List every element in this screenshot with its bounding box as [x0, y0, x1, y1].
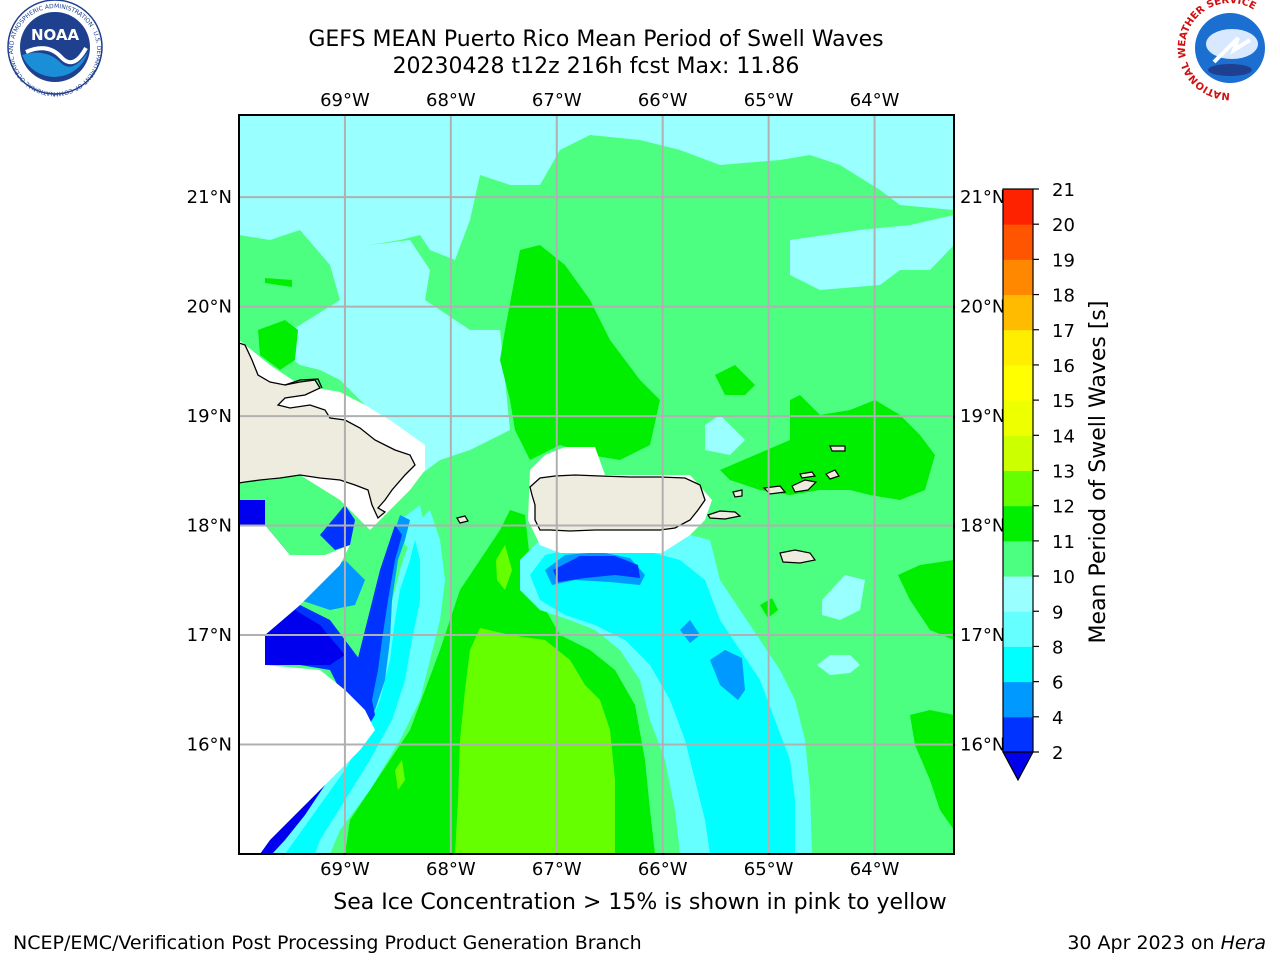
lat-label-left: 21°N	[187, 187, 232, 208]
lon-label-top: 69°W	[320, 90, 370, 111]
sea-ice-note: Sea Ice Concentration > 15% is shown in …	[333, 890, 947, 915]
colorbar-tick-label: 14	[1052, 426, 1075, 447]
colorbar-tick-label: 16	[1052, 356, 1075, 377]
colorbar-band	[1003, 576, 1033, 612]
colorbar-band	[1003, 435, 1033, 471]
colorbar-label: Mean Period of Swell Waves [s]	[1086, 301, 1111, 644]
colorbar-band	[1003, 259, 1033, 296]
noaa-logo-text: NOAA	[31, 26, 80, 44]
colorbar-band	[1003, 505, 1033, 542]
colorbar-tick-label: 19	[1052, 250, 1075, 271]
lon-label-bottom: 69°W	[320, 859, 370, 880]
colorbar-tick-label: 2	[1052, 743, 1063, 764]
credit-left: NCEP/EMC/Verification Post Processing Pr…	[13, 932, 642, 954]
colorbar-tick-label: 8	[1052, 637, 1063, 658]
credit-right: 30 Apr 2023 on Hera	[1067, 932, 1266, 954]
lat-label-left: 16°N	[187, 735, 232, 756]
lon-label-bottom: 66°W	[638, 859, 688, 880]
colorbar-tick-label: 15	[1052, 391, 1075, 412]
colorbar-band	[1003, 364, 1033, 401]
lon-label-top: 64°W	[850, 90, 900, 111]
lon-label-bottom: 68°W	[426, 859, 476, 880]
colorbar-tick-label: 20	[1052, 215, 1075, 236]
lat-label-left: 19°N	[187, 406, 232, 427]
credit-date: 30 Apr 2023 on	[1067, 932, 1221, 954]
colorbar-under-arrow	[1001, 751, 1035, 782]
lat-label-right: 17°N	[960, 625, 1005, 646]
axis-labels: 69°W 69°W 68°W 68°W 67°W 67°W 66°W 66°W 65°W 65°W…	[187, 90, 1006, 880]
colorbar-band	[1003, 716, 1033, 753]
colorbar-tick-label: 9	[1052, 602, 1063, 623]
lon-label-bottom: 65°W	[744, 859, 794, 880]
colorbar-tick-label: 13	[1052, 462, 1075, 483]
lat-label-right: 21°N	[960, 187, 1005, 208]
colorbar-tick-label: 17	[1052, 321, 1075, 342]
colorbar-band	[1003, 329, 1033, 366]
nws-logo: NATIONAL WEATHER SERVICE	[1177, 0, 1280, 101]
colorbar-band	[1003, 470, 1033, 507]
lat-label-left: 17°N	[187, 625, 232, 646]
swell-period-map	[239, 115, 954, 854]
colorbar-band	[1003, 400, 1033, 436]
lat-label-left: 18°N	[187, 516, 232, 537]
colorbar-tick-label: 12	[1052, 497, 1075, 518]
lat-label-left: 20°N	[187, 297, 232, 318]
colorbar-tick-label: 10	[1052, 567, 1075, 588]
colorbar-band	[1003, 294, 1033, 331]
colorbar-tick-label: 6	[1052, 673, 1063, 694]
graticule	[239, 115, 954, 854]
colorbar-band	[1003, 681, 1033, 718]
plot-frame	[238, 114, 955, 855]
map-title: GEFS MEAN Puerto Rico Mean Period of Swe…	[308, 27, 884, 52]
lat-label-right: 18°N	[960, 516, 1005, 537]
colorbar-tick-label: 21	[1052, 180, 1075, 201]
colorbar-tick-label: 18	[1052, 286, 1075, 307]
lon-label-top: 66°W	[638, 90, 688, 111]
colorbar-band	[1003, 646, 1033, 683]
lat-label-right: 19°N	[960, 406, 1005, 427]
colorbar-band	[1003, 611, 1033, 647]
lon-label-bottom: 64°W	[850, 859, 900, 880]
colorbar-band	[1003, 224, 1033, 260]
credit-machine: Hera	[1220, 932, 1266, 954]
colorbar-band	[1003, 540, 1033, 577]
colorbar-band	[1003, 189, 1033, 225]
lat-label-right: 16°N	[960, 735, 1005, 756]
lon-label-top: 67°W	[532, 90, 582, 111]
lat-label-right: 20°N	[960, 297, 1005, 318]
colorbar-tick-label: 11	[1052, 532, 1075, 553]
lon-label-top: 65°W	[744, 90, 794, 111]
map-subtitle: 20230428 t12z 216h fcst Max: 11.86	[392, 54, 800, 79]
colorbar: 2 4 6 8 9 10 11 12 13 14 15 16 17 18 19 20 21	[1001, 180, 1075, 782]
lon-label-top: 68°W	[426, 90, 476, 111]
colorbar-tick-label: 4	[1052, 708, 1063, 729]
lon-label-bottom: 67°W	[532, 859, 582, 880]
noaa-logo: NATIONAL OCEANIC AND ATMOSPHERIC ADMINIS…	[0, 0, 103, 97]
